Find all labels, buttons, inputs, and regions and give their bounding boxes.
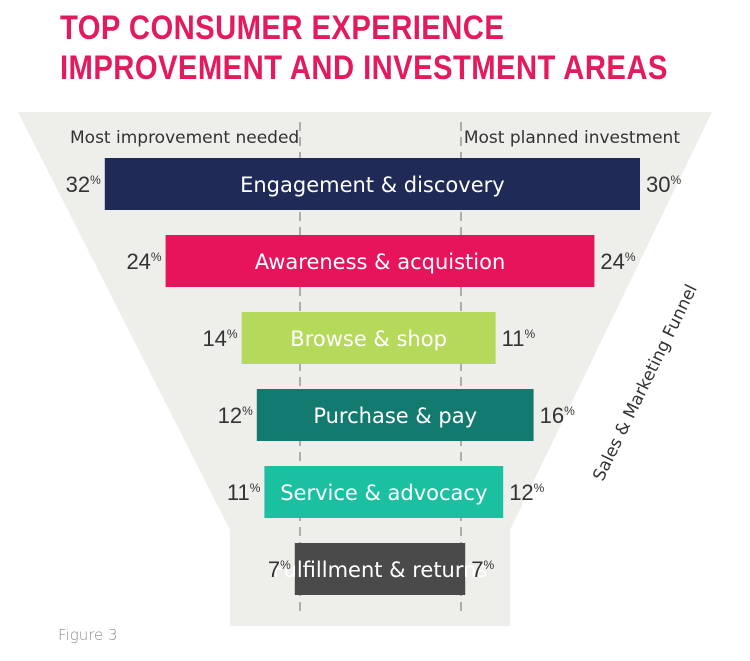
bar-awareness-acquistion [165,235,595,287]
bar-purchase-pay [256,389,534,441]
chart-title-line-1: TOP CONSUMER EXPERIENCE [60,9,505,47]
figure-caption: Figure 3 [58,626,118,644]
right-value-purchase-pay: 16% [540,403,575,428]
bar-service-advocacy [264,466,504,518]
bar-fulfillment-returns [294,543,466,595]
bar-label-engagement-discovery: Engagement & discovery [240,173,505,197]
right-series-label: Most planned investment [464,128,680,148]
chart-title: TOP CONSUMER EXPERIENCE IMPROVEMENT AND … [60,8,668,88]
bar-label-service-advocacy: Service & advocacy [280,481,487,505]
bar-label-browse-shop: Browse & shop [290,327,447,351]
right-value-service-advocacy: 12% [509,480,544,505]
chart-title-line-2: IMPROVEMENT AND INVESTMENT AREAS [60,49,668,87]
right-value-engagement-discovery: 30% [646,172,681,197]
bar-label-awareness-acquistion: Awareness & acquistion [255,250,506,274]
bar-label-purchase-pay: Purchase & pay [313,404,477,428]
bar-engagement-discovery [104,158,641,210]
bar-label-fulfillment-returns: Fulfillment & returns [273,558,488,582]
left-series-label: Most improvement needed [70,128,299,148]
bar-browse-shop [241,312,496,364]
